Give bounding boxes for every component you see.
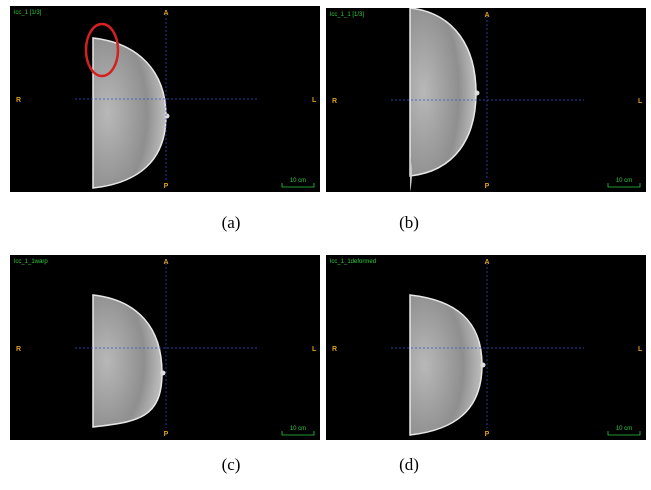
orientation-top: A: [163, 259, 168, 266]
orientation-left: R: [332, 346, 337, 353]
panel-label: lcc_1_1deformed: [330, 259, 376, 265]
orientation-right: L: [312, 346, 317, 353]
orientation-right: L: [638, 346, 643, 353]
scale-label: 10 cm: [290, 178, 306, 184]
image-panel: lcc_1_1 [1/3] A P R L 10 cm: [326, 8, 646, 192]
caption: (b): [399, 213, 419, 232]
panel-background: [10, 255, 320, 440]
orientation-bottom: P: [485, 183, 490, 190]
orientation-top: A: [484, 12, 489, 19]
orientation-top: A: [163, 10, 168, 17]
caption: (d): [399, 455, 419, 474]
orientation-bottom: P: [164, 183, 169, 190]
image-panel: lcc_1 [1/3] A P R L 10 cm: [10, 6, 320, 192]
orientation-top: A: [484, 259, 489, 266]
orientation-bottom: P: [485, 431, 490, 438]
figure: lcc_1 [1/3] A P R L 10 cm (a) lcc_1_1 [1/3] A P R L…: [0, 0, 651, 490]
scale-label: 10 cm: [616, 178, 632, 184]
orientation-left: R: [16, 97, 21, 104]
nipple: [165, 114, 170, 119]
panel-background: [326, 255, 646, 440]
image-panel: lcc_1_1warp A P R L 10 cm: [10, 255, 320, 440]
caption: (c): [222, 455, 241, 474]
image-panel: lcc_1_1deformed A P R L 10 cm: [326, 255, 646, 440]
orientation-right: L: [638, 98, 643, 105]
panel-label: lcc_1_1 [1/3]: [330, 12, 364, 18]
nipple: [475, 91, 480, 96]
orientation-left: R: [332, 98, 337, 105]
scale-label: 10 cm: [290, 426, 306, 432]
panel-label: lcc_1_1warp: [14, 259, 48, 265]
orientation-right: L: [312, 97, 317, 104]
nipple: [481, 363, 486, 368]
panel-label: lcc_1 [1/3]: [14, 10, 42, 16]
panel-background: [326, 8, 646, 192]
nipple: [161, 371, 166, 376]
orientation-left: R: [16, 346, 21, 353]
orientation-bottom: P: [164, 431, 169, 438]
caption: (a): [222, 213, 241, 232]
scale-label: 10 cm: [616, 426, 632, 432]
